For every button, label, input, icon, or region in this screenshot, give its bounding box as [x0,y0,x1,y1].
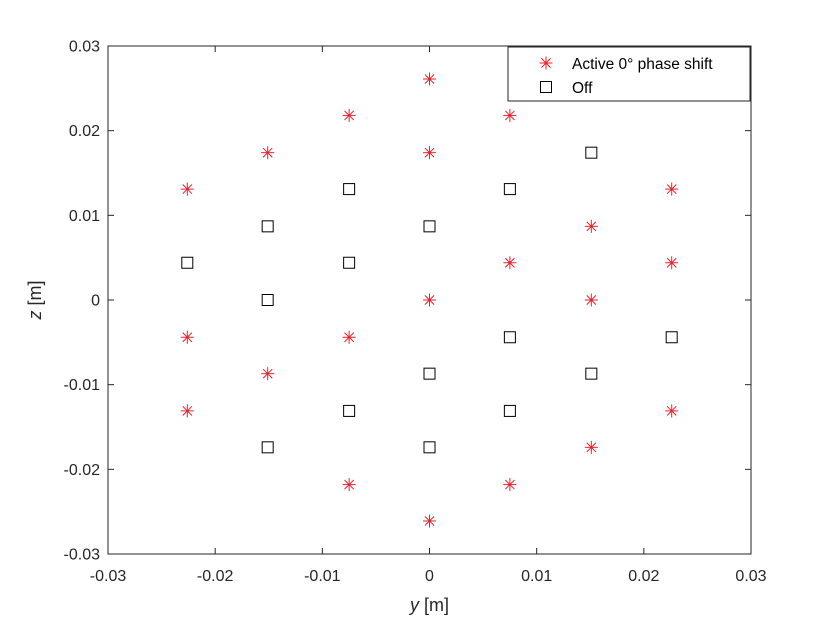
asterisk-stroke [504,479,515,490]
off-point [261,441,274,454]
legend-label-off: Off [572,80,593,97]
off-point [503,404,516,417]
y-tick-label: 0.01 [69,208,100,225]
active-point [180,404,194,418]
x-tick-label: 0.01 [521,568,552,585]
active-point [503,478,517,492]
y-tick-labels: -0.03 -0.02 -0.01 0 0.01 0.02 0.03 [64,39,101,564]
active-point [423,293,436,307]
axes-box [107,45,752,555]
asterisk-stroke [666,405,677,416]
off-point [423,441,436,454]
off-point [423,367,436,380]
asterisk-stroke [586,442,597,453]
y-axis-var: z [25,311,45,321]
asterisk-stroke [344,479,355,490]
off-point [343,183,356,196]
active-point [180,182,194,196]
off-point [423,220,436,233]
asterisk-stroke [586,295,597,305]
active-point [665,182,679,196]
y-tick-label: 0 [91,293,100,310]
x-tick-label: -0.01 [304,568,341,585]
asterisk-stroke [262,368,273,379]
x-tick-label: 0.03 [735,568,766,585]
asterisk-stroke [182,332,193,343]
active-point [423,146,436,160]
active-point [342,108,356,122]
active-point [423,514,436,528]
y-tick-label: 0.03 [69,39,100,56]
asterisk-stroke [424,74,435,84]
asterisk-stroke [424,295,435,305]
active-point [342,478,356,492]
active-point [423,72,436,86]
off-point [503,183,516,196]
off-point [343,404,356,417]
active-point [665,404,679,418]
x-tick-label: -0.02 [197,568,234,585]
asterisk-stroke [666,257,677,268]
off-point [181,256,194,269]
off-point [585,367,598,380]
asterisk-stroke [182,405,193,416]
legend-label-active: Active 0° phase shift [572,56,713,73]
off-point [343,256,356,269]
y-axis-unit: [m] [25,281,45,311]
legend-marker-off [540,81,552,93]
active-point [665,256,679,270]
legend-square [540,81,552,93]
x-tick-labels: -0.03 -0.02 -0.01 0 0.01 0.02 0.03 [90,568,767,585]
asterisk-stroke [504,110,515,121]
off-point [585,146,598,159]
y-tick-label: -0.01 [64,377,101,394]
asterisk-stroke [424,516,435,526]
active-point [503,256,517,270]
off-point [665,331,678,344]
legend: Active 0° phase shift Off [507,46,751,102]
legend-marker-active [539,56,553,70]
active-point [342,330,356,344]
off-point [503,331,516,344]
off-point [261,294,274,306]
data-marks [180,72,679,528]
x-axis-var: y [408,595,420,615]
active-point [261,367,275,381]
legend-asterisk [539,56,553,70]
y-tick-label: 0.02 [69,123,100,140]
x-tick-label: 0 [425,568,434,585]
asterisk-stroke [504,257,515,268]
asterisk-stroke [262,147,273,158]
asterisk-stroke [666,184,677,195]
off-point [261,220,274,233]
asterisk-stroke [182,184,193,195]
active-point [180,330,194,344]
active-point [503,108,517,122]
x-axis-unit: [m] [419,595,449,615]
asterisk-stroke [424,147,435,158]
active-point [584,219,598,233]
active-point [261,146,275,160]
active-point [584,440,598,454]
active-point [584,293,598,307]
x-tick-label: -0.03 [90,568,127,585]
y-axis-label: z [m] [25,281,45,321]
asterisk-stroke [344,110,355,121]
asterisk-stroke [344,332,355,343]
y-tick-label: -0.03 [64,547,101,564]
asterisk-stroke [541,58,551,68]
asterisk-stroke [586,221,597,232]
y-tick-label: -0.02 [64,462,101,479]
x-tick-label: 0.02 [628,568,659,585]
x-axis-label: y [m] [408,595,449,615]
